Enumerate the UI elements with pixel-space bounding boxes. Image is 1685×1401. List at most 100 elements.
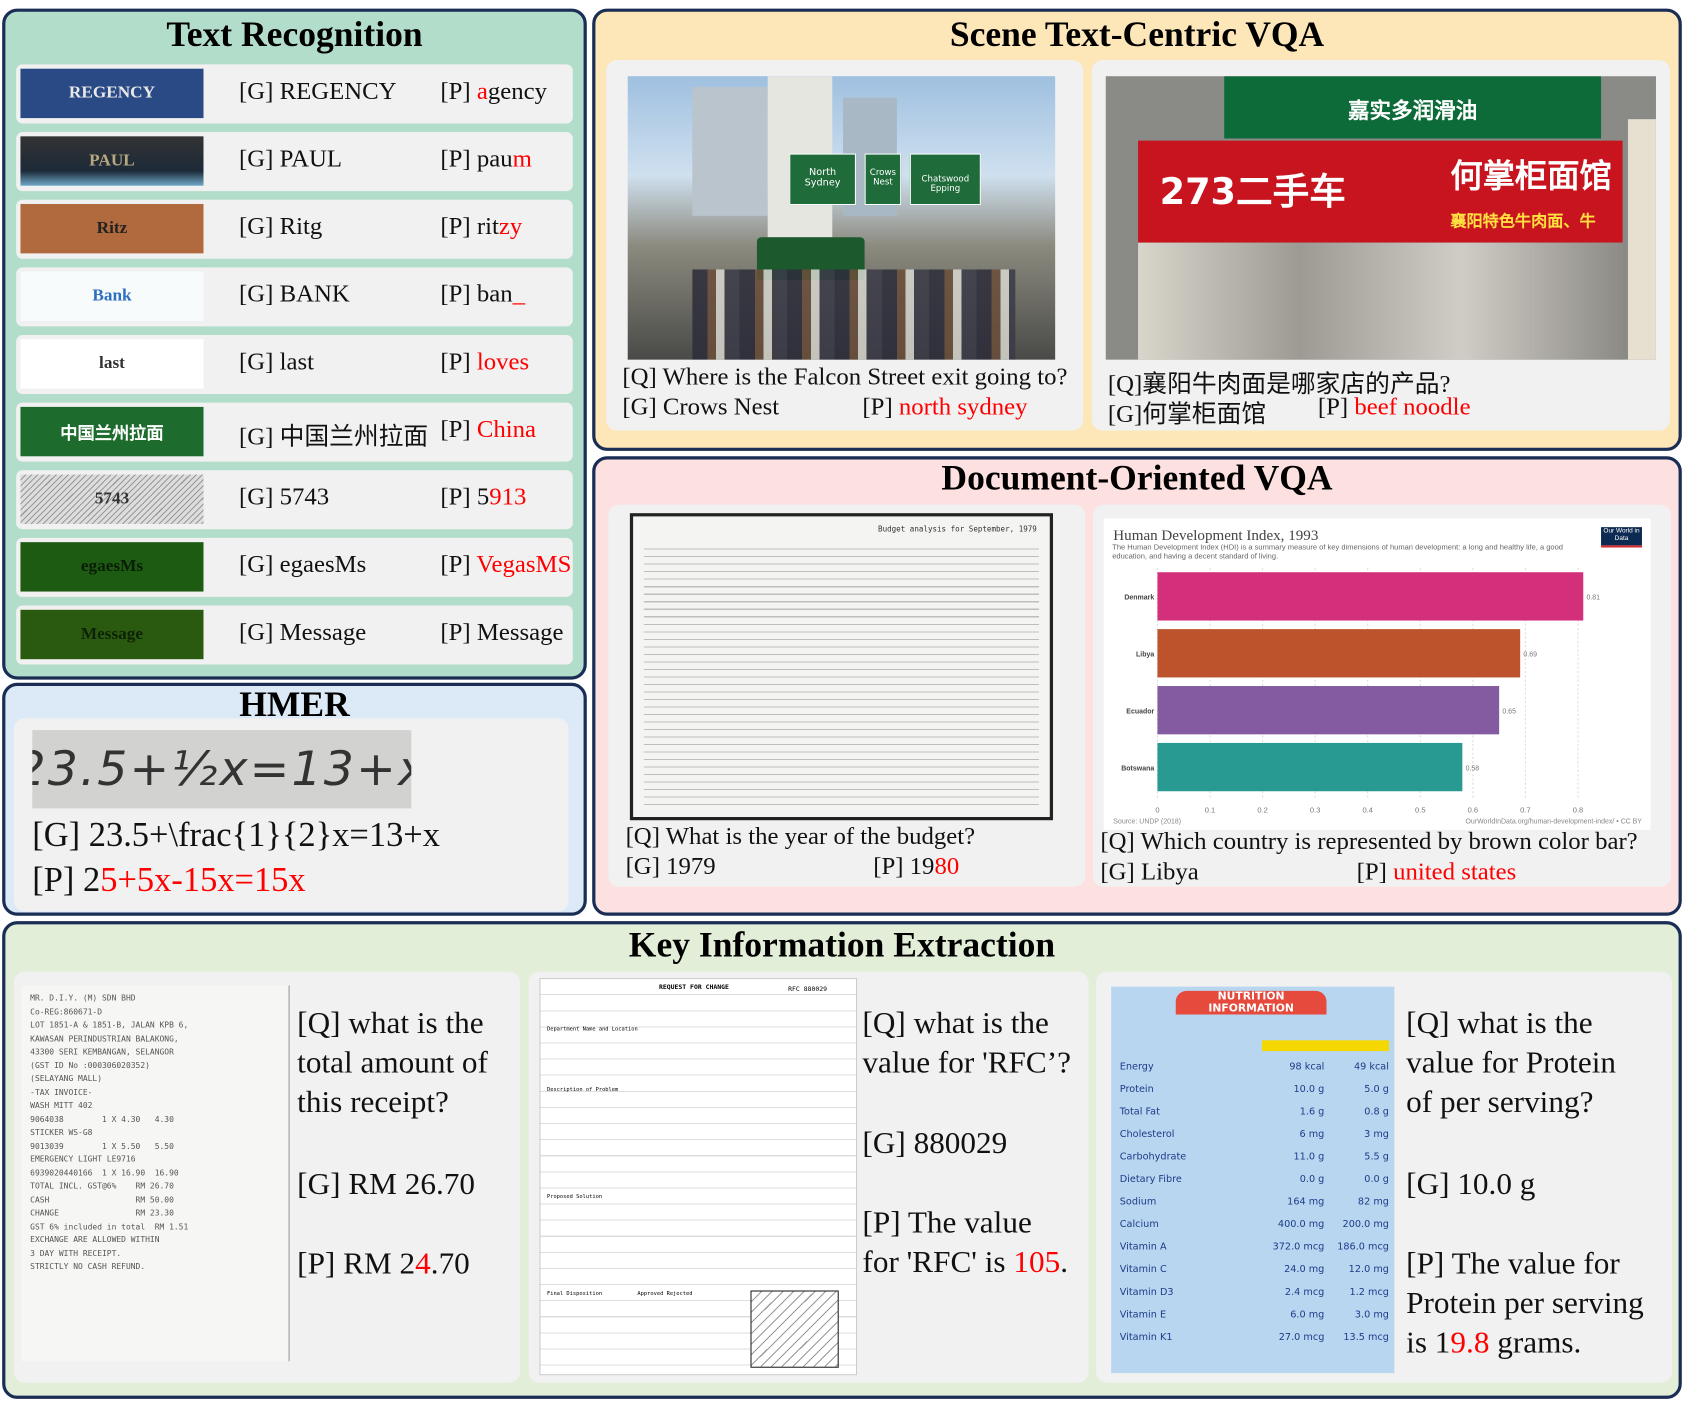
receipt-line: 9064038 1 X 4.30 4.30 — [30, 1113, 174, 1124]
question: [Q]襄阳牛肉面是哪家店的产品? — [1107, 370, 1451, 398]
x-tick-label: 0 — [1155, 806, 1159, 815]
chart-subtitle: The Human Development Index (HDI) is a s… — [1112, 544, 1564, 561]
ground-truth: [G] Message — [239, 618, 367, 646]
nutrition-row: Vitamin K1 27.0 mcg 13.5 mcg — [1119, 1332, 1389, 1344]
budget-document-image: Budget analysis for September, 1979 — [629, 513, 1054, 821]
word-image: egaesMs — [20, 542, 204, 592]
receipt-line: WASH MITT 402 — [30, 1100, 93, 1111]
doc-card-2: Human Development Index, 1993 The Human … — [1092, 504, 1672, 887]
x-tick-label: 0.7 — [1520, 806, 1530, 815]
nutrition-row: Vitamin C 24.0 mg 12.0 mg — [1119, 1264, 1389, 1276]
category-label: Ecuador — [1126, 708, 1154, 715]
word-image: Ritz — [20, 203, 204, 254]
prediction: [P] 1980 — [873, 852, 960, 880]
road-sign: Crows Nest — [864, 153, 902, 206]
ground-truth: [G] Crows Nest — [622, 392, 780, 420]
doc-vqa-panel: Document-Oriented VQA Budget analysis fo… — [592, 456, 1682, 916]
receipt-line: CASH RM 50.00 — [30, 1194, 174, 1205]
value-label: 0.81 — [1586, 595, 1600, 602]
recognition-row: Bank [G] BANK [P] ban_ — [16, 267, 573, 327]
x-tick-label: 0.4 — [1362, 806, 1372, 815]
receipt-line: (GST ID No :000306020352) — [30, 1060, 150, 1070]
p-label: [P] — [32, 859, 84, 899]
handwritten-expression-image: 23.5+½x=13+x — [32, 730, 412, 809]
nutrition-row: Dietary Fibre 0.0 g 0.0 g — [1119, 1174, 1389, 1186]
bar — [1157, 629, 1521, 678]
nutrition-row: Total Fat 1.6 g 0.8 g — [1119, 1106, 1389, 1118]
street-scene-image: North Sydney Crows Nest Chatswood Epping — [627, 76, 1056, 360]
receipt-line: -TAX INVOICE- — [30, 1087, 93, 1097]
panel-title: HMER — [239, 686, 350, 725]
text-recognition-panel: Text Recognition REGENCY [G] REGENCY [P]… — [2, 8, 587, 680]
receipt-line: MR. D.I.Y. (M) SDN BHD — [30, 993, 136, 1003]
value-label: 0.69 — [1523, 652, 1537, 659]
kie-card-receipt: MR. D.I.Y. (M) SDN BHD Co-REG:860671-D LOT… — [13, 971, 521, 1383]
hdi-chart-svg: Human Development Index, 1993 The Human … — [1112, 527, 1642, 825]
doc-card-1: Budget analysis for September, 1979 [Q] … — [608, 504, 1086, 887]
kie-card-rfc: REQUEST FOR CHANGE RFC 880029 Department… — [528, 971, 1089, 1383]
nutrition-row: Carbohydrate 11.0 g 5.5 g — [1119, 1151, 1389, 1163]
question: [Q] Which country is represented by brow… — [1100, 827, 1638, 855]
receipt-line: TOTAL INCL. GST@6% RM 26.70 — [30, 1180, 174, 1191]
recognition-row: egaesMs [G] egaesMs [P] VegasMS — [16, 537, 573, 597]
category-label: Denmark — [1124, 595, 1154, 602]
receipt-line: EXCHANGE ARE ALLOWED WITHIN — [30, 1234, 160, 1245]
receipt-line: 3 DAY WITH RECEIPT. — [30, 1248, 122, 1258]
owid-logo — [1601, 527, 1642, 546]
panel-title: Scene Text-Centric VQA — [949, 16, 1325, 55]
prediction: [P] 5913 — [440, 483, 527, 510]
ground-truth: [G] 中国兰州拉面 — [239, 422, 429, 450]
prediction: [P] agency — [440, 77, 547, 105]
hmer-panel: HMER 23.5+½x=13+x [G] 23.5+\frac{1}{2}x=… — [2, 682, 587, 916]
ground-truth: [G] 10.0 g — [1406, 1167, 1536, 1202]
receipt-line: 43300 SERI KEMBANGAN, SELANGOR — [30, 1046, 174, 1057]
ground-truth: [G] BANK — [239, 280, 350, 308]
x-tick-label: 0.2 — [1257, 806, 1267, 815]
kie-panel: Key Information Extraction MR. D.I.Y. (M… — [2, 921, 1682, 1399]
ground-truth: [G] 23.5+\frac{1}{2}x=13+x — [32, 814, 440, 854]
ground-truth: [G] Libya — [1100, 857, 1199, 885]
recognition-row: PAUL [G] PAUL [P] paum — [16, 132, 573, 192]
red-shop-sign: 273二手车 何掌柜面馆 襄阳特色牛肉面、牛 — [1138, 140, 1623, 243]
prediction: [P] The value for Protein per serving is 1… — [1406, 1246, 1644, 1361]
ground-truth: [G] RM 26.70 — [297, 1167, 475, 1202]
prediction: [P] north sydney — [862, 392, 1028, 420]
prediction: [P] 25+5x-15x=15x — [32, 860, 305, 900]
ground-truth: [G] 1979 — [625, 852, 716, 880]
question: [Q] what is the value for Protein of per s… — [1406, 1005, 1617, 1120]
nutrition-label-image: NUTRITION INFORMATION Energy 98 kcal 49 kc… — [1111, 986, 1395, 1374]
receipt-line: 9013039 1 X 5.50 5.50 — [30, 1140, 174, 1151]
nutrition-row: Vitamin A 372.0 mcg 186.0 mcg — [1119, 1242, 1389, 1253]
hdi-chart: Human Development Index, 1993 The Human … — [1103, 518, 1651, 830]
prediction: [P] China — [440, 415, 537, 443]
x-tick-label: 0.3 — [1310, 806, 1320, 815]
doc-heading: Budget analysis for September, 1979 — [878, 524, 1037, 534]
receipt-line: Co-REG:860671-D — [30, 1006, 103, 1017]
x-tick-label: 0.6 — [1468, 806, 1478, 815]
x-tick-label: 0.1 — [1205, 806, 1215, 815]
receipt-line: STRICTLY NO CASH REFUND. — [30, 1261, 146, 1272]
kie-card-nutrition: NUTRITION INFORMATION Energy 98 kcal 49 kc… — [1096, 971, 1673, 1383]
prediction: [P] ban_ — [440, 280, 525, 308]
ground-truth: [G] egaesMs — [239, 550, 367, 578]
green-billboard: 嘉实多润滑油 — [1224, 76, 1602, 139]
category-label: Libya — [1136, 652, 1154, 659]
road-sign: Chatswood Epping — [909, 153, 981, 206]
receipt-line: LOT 1851-A & 1851-B, JALAN KPB 6, — [30, 1019, 189, 1030]
prediction: [P] Message — [440, 618, 564, 646]
word-image: Message — [20, 609, 204, 660]
prediction: [P] RM 24.70 — [297, 1246, 470, 1281]
storefront-image: 嘉实多润滑油 273二手车 何掌柜面馆 襄阳特色牛肉面、牛 — [1105, 76, 1656, 360]
bar — [1157, 686, 1500, 735]
prediction: [P] loves — [440, 347, 530, 375]
x-tick-label: 0.8 — [1573, 806, 1583, 815]
chart-credit: OurWorldInData.org/human-development-ind… — [1465, 818, 1642, 825]
value-label: 0.65 — [1502, 708, 1516, 715]
scene-vqa-panel: Scene Text-Centric VQA North Sydney Crow… — [592, 8, 1682, 451]
word-image: 中国兰州拉面 — [20, 406, 204, 457]
recognition-row: 5743 [G] 5743 [P] 5913 — [16, 470, 573, 530]
nutrition-row: Vitamin D3 2.4 mcg 1.2 mcg — [1119, 1287, 1389, 1298]
ground-truth: [G] PAUL — [239, 144, 343, 172]
recognition-row: Ritz [G] Ritg [P] ritzy — [16, 199, 573, 259]
recognition-row: REGENCY [G] REGENCY [P] agency — [16, 64, 573, 124]
